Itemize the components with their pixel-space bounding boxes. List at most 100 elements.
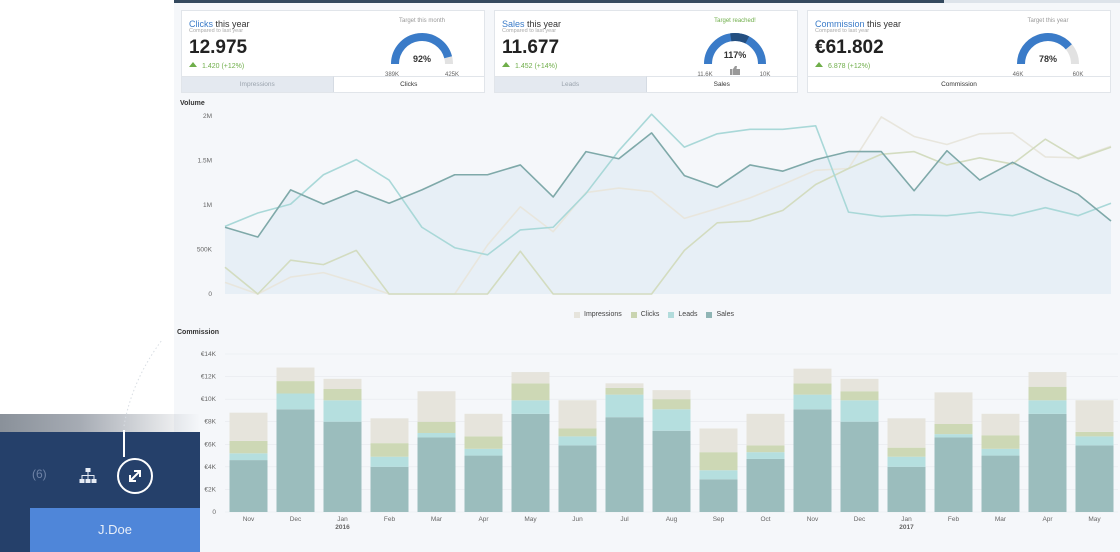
bar-segment-impressions[interactable] xyxy=(558,400,597,429)
bar-segment-sales[interactable] xyxy=(652,430,691,512)
bar-segment-sales[interactable] xyxy=(981,455,1020,512)
series-line-impressions[interactable] xyxy=(224,116,1112,295)
y-tick-label: €12K xyxy=(201,374,217,381)
bar-segment-impressions[interactable] xyxy=(793,368,832,384)
x-tick-label: Aug xyxy=(666,516,678,523)
bar-segment-clicks[interactable] xyxy=(464,436,503,449)
bar-segment-sales[interactable] xyxy=(746,458,785,512)
bar-segment-leads[interactable] xyxy=(746,452,785,459)
bar-segment-sales[interactable] xyxy=(605,417,644,512)
bar-segment-clicks[interactable] xyxy=(981,435,1020,449)
bar-segment-leads[interactable] xyxy=(652,409,691,431)
bar-segment-sales[interactable] xyxy=(417,437,456,512)
bar-segment-clicks[interactable] xyxy=(370,443,409,457)
bar-segment-impressions[interactable] xyxy=(276,367,315,382)
bar-segment-sales[interactable] xyxy=(1028,413,1067,512)
tab-sales[interactable]: Sales xyxy=(646,76,797,92)
bar-segment-leads[interactable] xyxy=(887,456,926,467)
bar-segment-sales[interactable] xyxy=(1075,445,1114,512)
bar-segment-leads[interactable] xyxy=(558,436,597,446)
tab-commission[interactable]: Commission xyxy=(808,76,1110,92)
legend-item-impressions[interactable]: Impressions xyxy=(574,311,622,318)
bar-segment-clicks[interactable] xyxy=(840,391,879,401)
legend-item-sales[interactable]: Sales xyxy=(706,311,734,318)
card-title-highlight: Clicks xyxy=(189,19,213,29)
bar-segment-leads[interactable] xyxy=(417,433,456,438)
bar-segment-clicks[interactable] xyxy=(323,388,362,401)
bar-segment-leads[interactable] xyxy=(605,394,644,418)
bar-segment-sales[interactable] xyxy=(370,466,409,512)
bar-segment-leads[interactable] xyxy=(699,470,738,480)
bar-segment-leads[interactable] xyxy=(370,456,409,467)
bar-segment-sales[interactable] xyxy=(511,413,550,512)
bar-segment-impressions[interactable] xyxy=(229,412,268,441)
bar-segment-sales[interactable] xyxy=(887,466,926,512)
bar-segment-leads[interactable] xyxy=(793,394,832,410)
bar-segment-sales[interactable] xyxy=(229,460,268,512)
bar-segment-impressions[interactable] xyxy=(417,391,456,422)
bar-segment-impressions[interactable] xyxy=(887,418,926,448)
bar-segment-clicks[interactable] xyxy=(652,399,691,410)
bar-segment-clicks[interactable] xyxy=(229,440,268,454)
bar-segment-impressions[interactable] xyxy=(840,378,879,392)
bar-segment-leads[interactable] xyxy=(276,393,315,410)
bar-segment-clicks[interactable] xyxy=(558,428,597,437)
notification-count[interactable]: (6) xyxy=(32,467,47,481)
bar-segment-impressions[interactable] xyxy=(1075,400,1114,432)
bar-segment-leads[interactable] xyxy=(464,448,503,456)
bar-segment-sales[interactable] xyxy=(276,409,315,512)
bar-segment-impressions[interactable] xyxy=(370,418,409,444)
bar-segment-impressions[interactable] xyxy=(1028,372,1067,387)
bar-segment-sales[interactable] xyxy=(558,445,597,512)
user-name[interactable]: J.Doe xyxy=(30,508,200,552)
legend-item-clicks[interactable]: Clicks xyxy=(630,311,659,318)
bar-segment-sales[interactable] xyxy=(323,421,362,512)
bar-segment-leads[interactable] xyxy=(934,434,973,438)
card-title: Sales this year xyxy=(502,19,561,29)
bar-segment-leads[interactable] xyxy=(323,400,362,422)
gauge-min: 46K xyxy=(1013,72,1024,78)
bar-segment-impressions[interactable] xyxy=(605,383,644,388)
sitemap-icon[interactable] xyxy=(79,467,97,485)
target-gauge: Target this year 78% 46K 60K xyxy=(1003,16,1093,78)
bar-segment-impressions[interactable] xyxy=(699,428,738,453)
bar-segment-sales[interactable] xyxy=(699,479,738,512)
bar-segment-leads[interactable] xyxy=(840,400,879,422)
bar-segment-clicks[interactable] xyxy=(1028,386,1067,401)
bar-segment-sales[interactable] xyxy=(464,455,503,512)
bar-segment-impressions[interactable] xyxy=(934,392,973,424)
bar-segment-clicks[interactable] xyxy=(417,421,456,433)
expand-button[interactable] xyxy=(117,458,153,494)
bar-segment-clicks[interactable] xyxy=(934,423,973,435)
bar-segment-clicks[interactable] xyxy=(605,387,644,395)
bar-segment-impressions[interactable] xyxy=(464,413,503,437)
bar-segment-impressions[interactable] xyxy=(746,413,785,446)
tab-leads[interactable]: Leads xyxy=(495,76,647,92)
bar-segment-leads[interactable] xyxy=(511,400,550,414)
series-line-leads[interactable] xyxy=(224,113,1112,256)
bar-segment-sales[interactable] xyxy=(934,437,973,512)
legend-item-leads[interactable]: Leads xyxy=(668,311,697,318)
x-tick-label: Apr xyxy=(478,516,489,523)
bar-segment-leads[interactable] xyxy=(981,448,1020,456)
bar-segment-impressions[interactable] xyxy=(652,390,691,400)
bar-segment-impressions[interactable] xyxy=(981,413,1020,436)
bar-segment-clicks[interactable] xyxy=(276,381,315,394)
bar-segment-clicks[interactable] xyxy=(793,383,832,395)
bar-segment-leads[interactable] xyxy=(1028,400,1067,414)
bar-segment-clicks[interactable] xyxy=(699,452,738,471)
bar-segment-leads[interactable] xyxy=(1075,436,1114,446)
tab-clicks[interactable]: Clicks xyxy=(333,76,484,92)
bar-segment-clicks[interactable] xyxy=(1075,431,1114,437)
bar-segment-impressions[interactable] xyxy=(511,372,550,384)
series-line-clicks[interactable] xyxy=(224,138,1112,295)
bar-segment-leads[interactable] xyxy=(229,453,268,461)
bar-segment-clicks[interactable] xyxy=(746,445,785,453)
series-line-sales[interactable] xyxy=(224,132,1112,238)
bar-segment-clicks[interactable] xyxy=(887,447,926,457)
bar-segment-clicks[interactable] xyxy=(511,383,550,401)
bar-segment-sales[interactable] xyxy=(840,421,879,512)
tab-impressions[interactable]: Impressions xyxy=(182,76,334,92)
bar-segment-impressions[interactable] xyxy=(323,378,362,389)
bar-segment-sales[interactable] xyxy=(793,409,832,512)
